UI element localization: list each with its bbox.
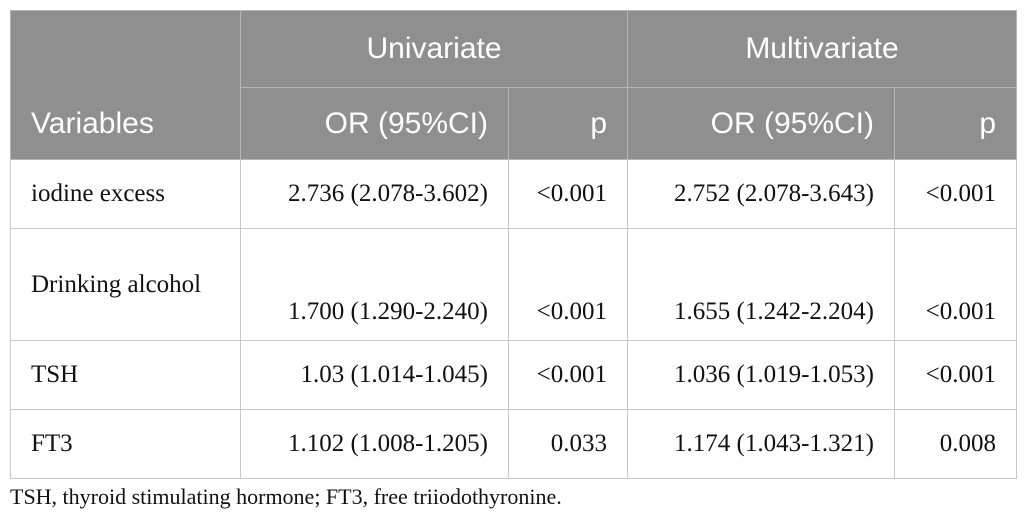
multivariate-or-cell: 1.174 (1.043-1.321) <box>627 409 895 479</box>
variables-header: Variables <box>10 10 241 160</box>
multivariate-header: Multivariate <box>626 10 1018 88</box>
multivariate-p-cell: <0.001 <box>893 340 1018 410</box>
univariate-or-cell: 1.700 (1.290-2.240) <box>240 228 509 341</box>
table-footnote: TSH, thyroid stimulating hormone; FT3, f… <box>10 484 562 509</box>
univariate-p-cell: <0.001 <box>508 159 628 229</box>
header-row-groups: Variables Univariate Multivariate <box>10 10 1018 160</box>
multivariate-p-cell: 0.008 <box>893 409 1018 479</box>
table-row: Drinking alcohol 1.700 (1.290-2.240) <0.… <box>10 228 1018 341</box>
multivariate-or-cell: 1.036 (1.019-1.053) <box>627 340 895 410</box>
table-row: TSH 1.03 (1.014-1.045) <0.001 1.036 (1.0… <box>10 340 1018 410</box>
univariate-or-cell: 1.03 (1.014-1.045) <box>240 340 509 410</box>
variable-cell: Drinking alcohol <box>10 228 241 341</box>
regression-table-container: Variables Univariate Multivariate OR (95… <box>10 10 1018 479</box>
table-body: iodine excess 2.736 (2.078-3.602) <0.001… <box>10 159 1018 479</box>
univariate-or-cell: 2.736 (2.078-3.602) <box>240 159 509 229</box>
header-row-subheaders: OR (95%CI) p OR (95%CI) p <box>11 87 1018 160</box>
univariate-p-header: p <box>508 87 628 160</box>
univariate-or-header: OR (95%CI) <box>240 87 509 160</box>
multivariate-or-header: OR (95%CI) <box>627 87 895 160</box>
univariate-p-cell: <0.001 <box>508 340 628 410</box>
multivariate-or-cell: 1.655 (1.242-2.204) <box>627 228 895 341</box>
multivariate-or-cell: 2.752 (2.078-3.643) <box>627 159 895 229</box>
table-row: iodine excess 2.736 (2.078-3.602) <0.001… <box>10 159 1018 229</box>
univariate-header: Univariate <box>240 10 628 88</box>
variable-cell: FT3 <box>10 409 241 479</box>
multivariate-p-header: p <box>893 87 1018 160</box>
univariate-p-cell: 0.033 <box>508 409 628 479</box>
variable-cell: TSH <box>10 340 241 410</box>
variable-cell: iodine excess <box>10 159 241 229</box>
univariate-p-cell: <0.001 <box>508 228 628 341</box>
table-header: Variables Univariate Multivariate OR (95… <box>10 10 1018 160</box>
univariate-or-cell: 1.102 (1.008-1.205) <box>240 409 509 479</box>
regression-table: Variables Univariate Multivariate OR (95… <box>10 10 1018 479</box>
multivariate-p-cell: <0.001 <box>893 228 1018 341</box>
multivariate-p-cell: <0.001 <box>893 159 1018 229</box>
table-row: FT3 1.102 (1.008-1.205) 0.033 1.174 (1.0… <box>10 409 1018 479</box>
